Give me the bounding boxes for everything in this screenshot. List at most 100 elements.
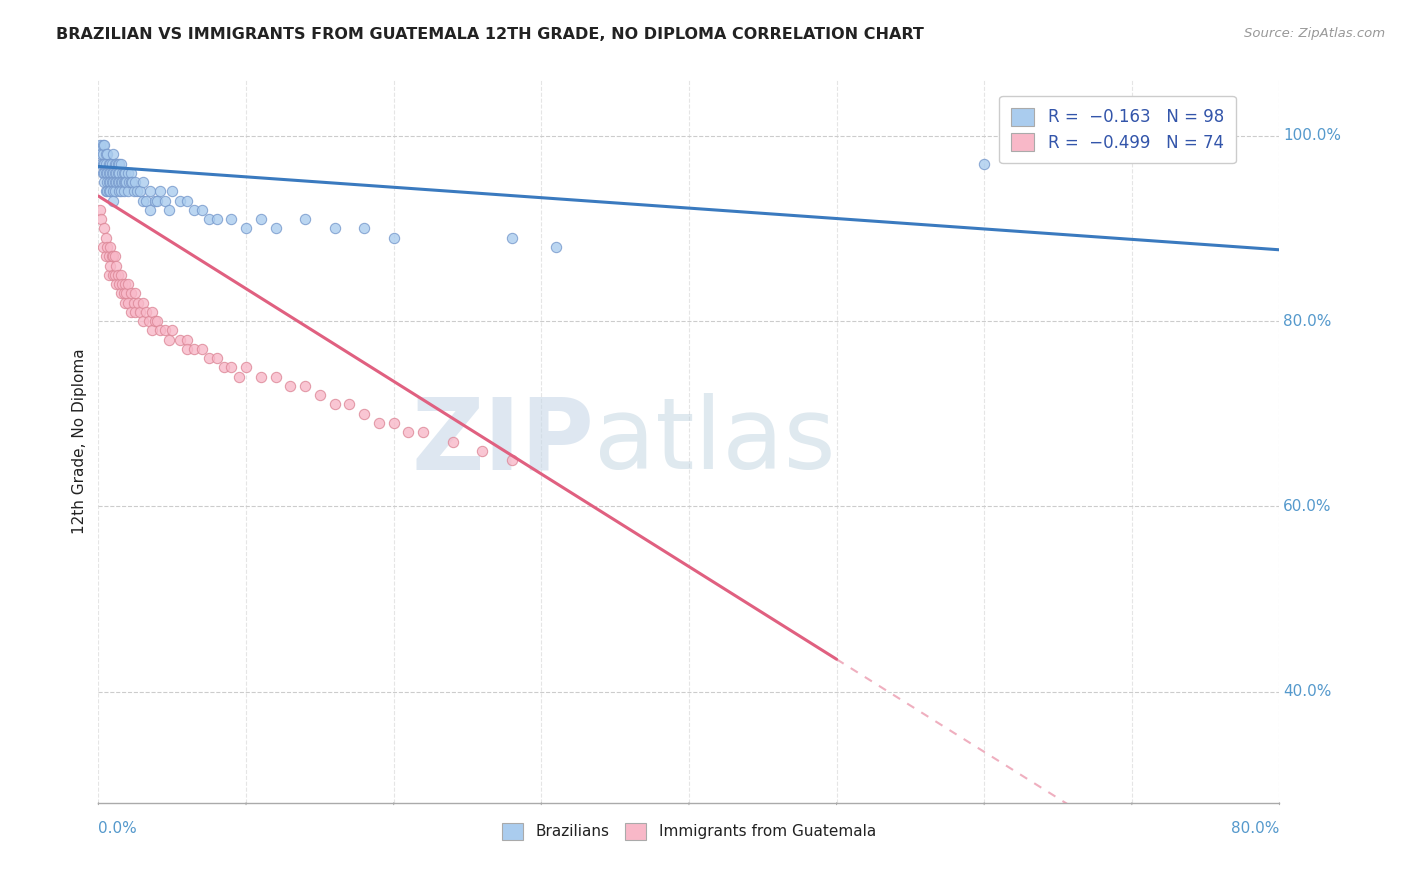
Point: [132, 194, 155, 208]
Point: [94, 166, 117, 180]
Point: [124, 286, 146, 301]
Point: [94, 147, 117, 161]
Point: [104, 268, 127, 282]
Point: [176, 194, 198, 208]
Point: [323, 397, 346, 411]
Point: [125, 185, 148, 199]
Point: [110, 156, 132, 170]
Point: [98, 185, 121, 199]
Point: [90, 212, 112, 227]
Point: [104, 185, 127, 199]
Point: [153, 323, 176, 337]
Point: [104, 156, 127, 170]
Point: [114, 295, 136, 310]
Point: [169, 333, 191, 347]
Point: [169, 194, 191, 208]
Point: [114, 175, 136, 189]
Y-axis label: 12th Grade, No Diploma: 12th Grade, No Diploma: [72, 349, 87, 534]
Point: [96, 175, 118, 189]
Point: [94, 156, 117, 170]
Point: [135, 194, 157, 208]
Text: 80.0%: 80.0%: [1284, 314, 1331, 328]
Point: [139, 185, 162, 199]
Point: [117, 166, 139, 180]
Point: [441, 434, 464, 449]
Point: [100, 175, 122, 189]
Point: [294, 379, 316, 393]
Point: [118, 175, 141, 189]
Point: [149, 323, 172, 337]
Point: [108, 166, 131, 180]
Point: [97, 156, 120, 170]
Point: [104, 249, 127, 263]
Text: 100.0%: 100.0%: [1284, 128, 1341, 144]
Point: [135, 305, 157, 319]
Point: [353, 221, 375, 235]
Point: [103, 166, 125, 180]
Point: [198, 212, 221, 227]
Point: [105, 259, 128, 273]
Point: [94, 185, 117, 199]
Point: [96, 147, 118, 161]
Point: [264, 221, 287, 235]
Point: [157, 333, 180, 347]
Point: [91, 166, 114, 180]
Point: [94, 249, 117, 263]
Point: [501, 231, 523, 245]
Text: 60.0%: 60.0%: [1284, 499, 1331, 514]
Point: [98, 166, 121, 180]
Point: [183, 342, 205, 356]
Point: [107, 175, 129, 189]
Point: [93, 175, 115, 189]
Point: [100, 166, 122, 180]
Point: [139, 202, 162, 217]
Point: [96, 240, 118, 254]
Point: [205, 351, 228, 366]
Point: [264, 369, 287, 384]
Point: [141, 305, 163, 319]
Point: [191, 342, 214, 356]
Point: [110, 286, 132, 301]
Point: [143, 194, 166, 208]
Point: [120, 175, 142, 189]
Point: [105, 166, 128, 180]
Point: [112, 166, 135, 180]
Point: [103, 194, 125, 208]
Point: [120, 305, 142, 319]
Point: [89, 138, 111, 153]
Point: [121, 175, 143, 189]
Point: [100, 249, 122, 263]
Point: [153, 194, 176, 208]
Point: [122, 295, 145, 310]
Point: [128, 185, 150, 199]
Point: [90, 156, 112, 170]
Point: [294, 212, 316, 227]
Point: [122, 185, 145, 199]
Point: [235, 360, 257, 375]
Point: [105, 156, 128, 170]
Point: [124, 305, 146, 319]
Point: [115, 286, 138, 301]
Point: [146, 314, 169, 328]
Point: [128, 305, 150, 319]
Point: [98, 240, 121, 254]
Point: [973, 156, 995, 170]
Point: [110, 268, 132, 282]
Point: [105, 175, 128, 189]
Point: [111, 175, 134, 189]
Point: [176, 342, 198, 356]
Legend: Brazilians, Immigrants from Guatemala: Brazilians, Immigrants from Guatemala: [496, 817, 882, 846]
Point: [108, 156, 131, 170]
Point: [104, 175, 127, 189]
Point: [112, 175, 135, 189]
Text: Source: ZipAtlas.com: Source: ZipAtlas.com: [1244, 27, 1385, 40]
Point: [91, 147, 114, 161]
Point: [228, 369, 250, 384]
Point: [107, 156, 129, 170]
Point: [221, 360, 243, 375]
Point: [124, 175, 146, 189]
Point: [93, 221, 115, 235]
Point: [398, 425, 420, 440]
Point: [108, 185, 131, 199]
Point: [132, 295, 155, 310]
